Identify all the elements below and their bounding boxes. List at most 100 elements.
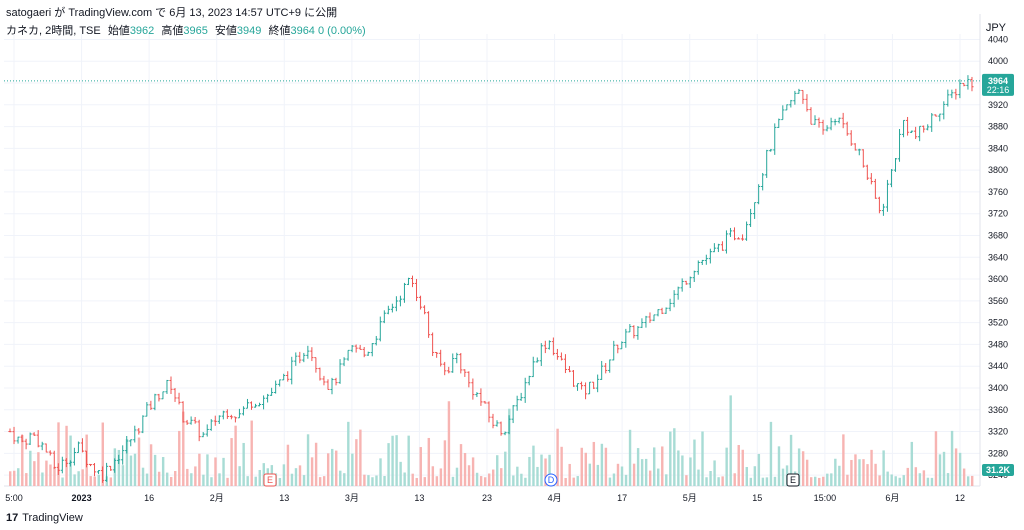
volume-bar — [149, 444, 153, 486]
volume-bar — [479, 476, 483, 486]
currency-label[interactable]: JPY — [985, 22, 1006, 34]
volume-bar — [33, 461, 36, 486]
y-tick-label: 3360 — [988, 405, 1008, 415]
y-tick-label: 3400 — [988, 383, 1008, 393]
symbol-info[interactable]: カネカ, 2時間, TSE — [6, 25, 101, 37]
volume-bar — [17, 468, 20, 486]
y-tick-label: 3800 — [988, 165, 1008, 175]
volume-bar — [161, 457, 165, 486]
volume-bar — [487, 473, 491, 486]
volume-bar — [170, 477, 173, 486]
volume-bar — [415, 477, 418, 486]
volume-bar — [717, 477, 720, 486]
volume-bar — [946, 473, 950, 486]
y-tick-label: 3480 — [988, 339, 1008, 349]
volume-bar — [290, 473, 294, 486]
y-tick-label: 3840 — [988, 143, 1008, 153]
x-tick-label: 13 — [279, 493, 289, 503]
earnings-marker-label: E — [267, 475, 273, 485]
y-tick-label: 3440 — [988, 361, 1008, 371]
volume-bar — [423, 477, 426, 486]
volume-bar — [870, 449, 873, 486]
volume-bar — [25, 473, 28, 486]
high-value: 3965 — [183, 25, 208, 37]
volume-bar — [194, 466, 197, 486]
volume-bar — [246, 476, 249, 486]
volume-bar — [592, 441, 596, 486]
volume-bar — [628, 429, 632, 486]
volume-bar — [886, 471, 889, 486]
dividend-marker — [544, 473, 558, 487]
volume-bar — [310, 457, 314, 486]
volume-bar — [773, 476, 777, 486]
volume-bar — [842, 434, 845, 486]
volume-bar — [383, 476, 386, 486]
volume-bar — [242, 442, 245, 486]
close-value: 3964 — [290, 25, 315, 37]
volume-bar — [129, 455, 133, 486]
volume-bar — [620, 466, 624, 486]
volume-bar — [693, 439, 696, 486]
volume-bar — [198, 453, 201, 486]
x-tick-label: 16 — [144, 493, 154, 503]
volume-bar — [713, 460, 716, 486]
volume-bar — [540, 454, 543, 486]
volume-bar — [958, 452, 962, 486]
volume-bar — [934, 431, 938, 486]
volume-bar — [89, 476, 92, 486]
volume-bar — [77, 471, 80, 486]
volume-bar — [282, 464, 286, 486]
change-value: 0 (0.00%) — [318, 25, 366, 37]
volume-bar — [331, 448, 334, 486]
volume-bar — [407, 435, 410, 486]
volume-bar — [926, 477, 930, 486]
volume-bar — [576, 476, 579, 486]
volume-bar — [298, 465, 302, 486]
volume-bar — [467, 465, 471, 486]
volume-bar — [351, 453, 354, 486]
volume-bar — [363, 474, 366, 486]
volume-bar — [636, 448, 640, 486]
y-tick-label: 3320 — [988, 427, 1008, 437]
x-tick-label: 5月 — [683, 493, 697, 503]
volume-bar — [343, 473, 346, 486]
volume-bar — [294, 468, 298, 486]
volume-bar — [101, 422, 104, 486]
volume-bar — [777, 446, 781, 486]
y-tick-label: 3680 — [988, 230, 1008, 240]
volume-bar — [254, 476, 257, 486]
tradingview-footer[interactable]: 17 TradingView — [6, 512, 83, 524]
volume-bar — [954, 448, 958, 486]
volume-bar — [846, 474, 849, 486]
volume-bar — [97, 474, 100, 486]
volume-bar — [705, 477, 708, 486]
volume-bar — [165, 472, 169, 486]
y-tick-label: 3720 — [988, 209, 1008, 219]
volume-bar — [314, 442, 318, 486]
volume-bar — [753, 466, 757, 486]
last-price-value: 3964 — [988, 76, 1008, 86]
volume-bar — [512, 475, 515, 486]
volume-bar — [322, 476, 326, 486]
volume-bar — [584, 452, 587, 486]
volume-bar — [355, 439, 358, 486]
volume-bar — [29, 450, 32, 486]
volume-bar — [250, 420, 253, 486]
volume-bar — [375, 475, 378, 486]
volume-bar — [49, 464, 52, 486]
volume-bar — [681, 455, 684, 486]
volume-bar — [447, 401, 451, 486]
y-tick-label: 3760 — [988, 187, 1008, 197]
volume-bar — [677, 450, 680, 486]
volume-bar — [347, 421, 350, 486]
volume-bar — [797, 448, 801, 486]
volume-bar — [262, 463, 265, 486]
x-tick-label: 17 — [617, 493, 627, 503]
dividend-marker-label: D — [548, 475, 555, 485]
volume-bar — [61, 477, 64, 486]
volume-bar — [238, 466, 241, 486]
volume-bar — [564, 477, 567, 486]
volume-bar — [443, 440, 447, 486]
volume-bar — [73, 474, 76, 486]
